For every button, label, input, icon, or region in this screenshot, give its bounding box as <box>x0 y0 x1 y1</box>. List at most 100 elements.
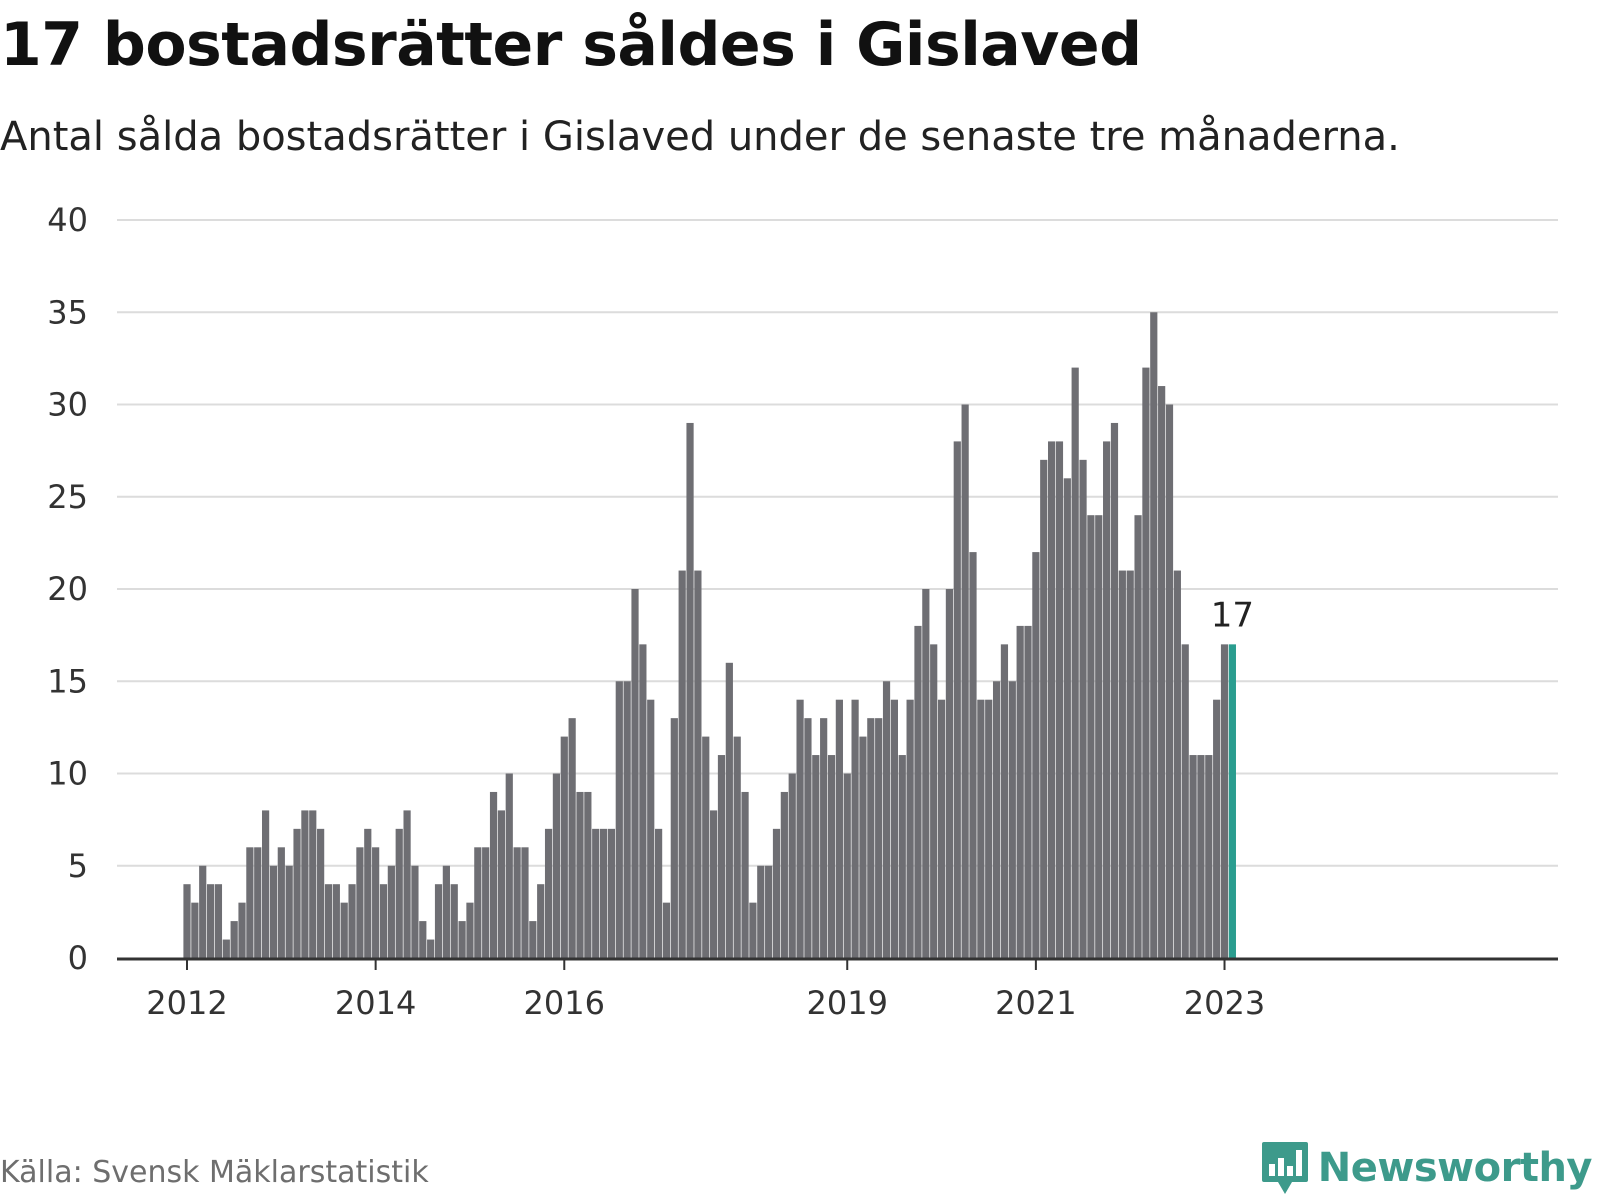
bar <box>238 902 246 958</box>
bar <box>859 736 867 958</box>
source-note: Källa: Svensk Mäklarstatistik <box>0 1155 429 1190</box>
bar <box>1118 570 1126 958</box>
bar <box>419 921 427 958</box>
y-tick-label: 30 <box>47 386 88 424</box>
bar <box>1055 441 1064 958</box>
bar <box>1142 367 1150 959</box>
bar <box>1165 404 1174 958</box>
bar <box>1197 755 1205 958</box>
bar <box>277 847 285 958</box>
y-tick-label: 20 <box>47 570 88 608</box>
bar <box>560 736 568 958</box>
bar <box>1158 386 1166 958</box>
bar <box>529 921 537 958</box>
bar <box>930 644 938 958</box>
bar <box>466 902 474 958</box>
y-tick-label: 0 <box>68 939 88 977</box>
bar <box>482 847 490 958</box>
bar <box>812 755 820 958</box>
annotations: 17 <box>1211 595 1254 635</box>
bar <box>505 773 513 958</box>
bar <box>568 718 576 958</box>
bar <box>1134 515 1142 958</box>
bar <box>1181 644 1189 958</box>
bar <box>717 755 726 958</box>
bar <box>882 681 891 958</box>
bar <box>1220 644 1229 958</box>
brand-logo: Newsworthy <box>1260 1140 1593 1196</box>
y-axis-ticks: 0 5 10 15 20 25 30 35 40 <box>47 201 88 977</box>
bar <box>670 718 678 958</box>
bar <box>922 589 930 958</box>
bar <box>647 699 655 958</box>
y-tick-label: 15 <box>47 662 88 700</box>
bar <box>788 773 796 958</box>
bar <box>867 718 875 958</box>
x-tick-label: 2019 <box>807 984 888 1022</box>
bar <box>537 884 545 958</box>
bar <box>725 662 733 958</box>
bar <box>301 810 309 958</box>
bar <box>191 902 199 958</box>
bar <box>206 884 215 958</box>
x-tick-label: 2012 <box>146 984 227 1022</box>
x-tick-label: 2023 <box>1184 984 1265 1022</box>
bar <box>1126 570 1134 958</box>
bar <box>686 422 694 958</box>
bar <box>332 884 340 958</box>
bar <box>757 865 765 958</box>
x-tick-label: 2021 <box>995 984 1076 1022</box>
bar <box>450 884 458 958</box>
bar <box>262 810 270 958</box>
bar <box>1032 552 1040 958</box>
bar <box>1173 570 1181 958</box>
bar <box>1079 459 1087 958</box>
bar <box>1048 441 1056 958</box>
bar <box>1095 515 1103 958</box>
bar <box>340 902 348 958</box>
bar <box>977 699 985 958</box>
bar <box>364 828 372 958</box>
bar <box>969 552 977 958</box>
bar <box>521 847 529 958</box>
bar <box>1008 681 1016 958</box>
bar <box>599 828 608 958</box>
bar <box>1040 459 1048 958</box>
bar <box>214 884 223 958</box>
bar-highlight <box>1228 644 1236 958</box>
bar <box>348 884 356 958</box>
y-tick-label: 40 <box>47 201 88 239</box>
bar <box>309 810 317 958</box>
bar <box>269 865 278 958</box>
bar <box>655 828 663 958</box>
bar <box>623 681 631 958</box>
bar <box>796 699 804 958</box>
bar <box>285 865 293 958</box>
bar <box>1071 367 1079 959</box>
bar <box>710 810 718 958</box>
y-tick-label: 10 <box>47 755 88 793</box>
bar <box>254 847 262 958</box>
x-tick-label: 2014 <box>335 984 416 1022</box>
bar <box>246 847 254 958</box>
chart-title: 17 bostadsrätter såldes i Gislaved <box>0 10 1142 80</box>
bar-chart-speech-icon <box>1261 1142 1308 1194</box>
bar <box>694 570 702 958</box>
bar <box>576 791 584 958</box>
bar <box>615 681 623 958</box>
bar <box>403 810 411 958</box>
bar <box>1024 625 1032 958</box>
bar <box>489 791 498 958</box>
x-axis-ticks: 2012 2014 2016 2019 2021 2023 <box>146 959 1265 1022</box>
bar <box>607 828 616 958</box>
bar <box>230 921 238 958</box>
bar <box>945 589 954 958</box>
bar <box>199 865 207 958</box>
bar <box>1213 699 1221 958</box>
bar <box>458 921 466 958</box>
bar <box>765 865 773 958</box>
bar <box>474 847 482 958</box>
bar <box>1000 644 1009 958</box>
data-label-latest: 17 <box>1211 595 1254 635</box>
bar <box>544 828 553 958</box>
